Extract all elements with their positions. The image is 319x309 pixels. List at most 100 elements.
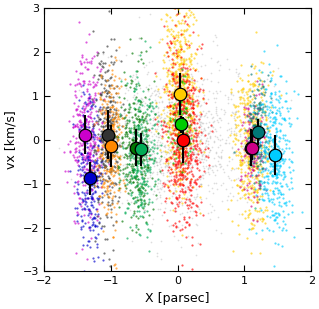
- Point: [259, 165, 264, 170]
- Point: [193, 155, 198, 160]
- Point: [180, 141, 185, 146]
- Point: [274, 171, 279, 176]
- Point: [158, 17, 163, 22]
- Point: [167, 103, 172, 108]
- Point: [95, 76, 100, 81]
- Point: [258, 151, 263, 156]
- Point: [282, 201, 287, 205]
- Point: [168, 71, 173, 76]
- Point: [174, 175, 179, 180]
- Point: [286, 139, 291, 144]
- Point: [219, 231, 224, 235]
- Point: [167, 154, 172, 159]
- Point: [146, 142, 151, 147]
- Point: [178, 55, 183, 60]
- Point: [184, 69, 189, 74]
- Point: [185, 74, 190, 78]
- Point: [262, 109, 267, 114]
- Point: [104, 157, 109, 162]
- Point: [175, 177, 181, 182]
- Point: [273, 96, 278, 101]
- Point: [93, 148, 98, 153]
- Point: [185, 155, 190, 160]
- Point: [85, 206, 91, 211]
- Point: [96, 163, 101, 168]
- Point: [148, 152, 153, 157]
- Point: [138, 99, 143, 104]
- Point: [247, 99, 252, 104]
- Point: [109, 141, 115, 146]
- Point: [182, 60, 187, 65]
- Point: [84, 159, 89, 163]
- Point: [271, 202, 277, 207]
- Point: [144, 129, 149, 133]
- Point: [112, 154, 117, 159]
- Point: [196, 129, 201, 133]
- Point: [178, 146, 183, 150]
- Point: [182, 99, 187, 104]
- Point: [255, 76, 260, 81]
- Point: [168, 134, 174, 139]
- Point: [135, 204, 140, 209]
- Point: [170, 163, 175, 167]
- Point: [131, 106, 137, 111]
- Point: [278, 93, 283, 98]
- Point: [165, 53, 170, 58]
- Point: [176, 172, 181, 177]
- Point: [219, 147, 224, 152]
- Point: [189, 130, 194, 135]
- Point: [186, 127, 191, 132]
- Point: [137, 109, 142, 114]
- Point: [74, 172, 79, 177]
- Point: [141, 158, 146, 163]
- Point: [76, 191, 81, 196]
- Point: [85, 60, 90, 65]
- Point: [267, 129, 272, 133]
- Point: [166, 161, 171, 166]
- Point: [139, 192, 144, 197]
- Point: [206, 119, 211, 124]
- Point: [81, 112, 86, 117]
- Point: [140, 151, 145, 156]
- Point: [263, 138, 268, 143]
- Point: [92, 104, 97, 109]
- Point: [115, 112, 120, 117]
- Point: [178, 109, 183, 114]
- Point: [260, 90, 265, 95]
- Point: [144, 118, 149, 123]
- Point: [137, 192, 142, 197]
- Point: [272, 104, 277, 109]
- Point: [101, 144, 106, 149]
- Point: [262, 87, 267, 92]
- Point: [230, 150, 235, 155]
- Point: [144, 182, 149, 187]
- Point: [176, 182, 182, 187]
- Point: [108, 134, 113, 139]
- Point: [186, 133, 191, 138]
- Point: [116, 175, 122, 180]
- Point: [173, 163, 178, 168]
- Point: [270, 163, 275, 168]
- Point: [246, 129, 251, 134]
- Point: [174, 90, 179, 95]
- Point: [118, 112, 123, 116]
- Point: [246, 135, 251, 140]
- Point: [195, 134, 200, 139]
- Point: [167, 131, 173, 136]
- Point: [216, 80, 221, 85]
- Point: [238, 75, 243, 80]
- Point: [182, 150, 187, 155]
- Point: [92, 162, 97, 167]
- Point: [158, 157, 163, 162]
- Point: [73, 273, 78, 278]
- Point: [108, 177, 113, 182]
- Point: [276, 149, 281, 154]
- Point: [238, 144, 243, 149]
- Point: [147, 139, 152, 144]
- Point: [189, 85, 194, 90]
- Point: [178, 134, 183, 139]
- Point: [169, 99, 174, 104]
- Point: [190, 129, 195, 134]
- Point: [171, 151, 176, 156]
- Point: [179, 141, 184, 146]
